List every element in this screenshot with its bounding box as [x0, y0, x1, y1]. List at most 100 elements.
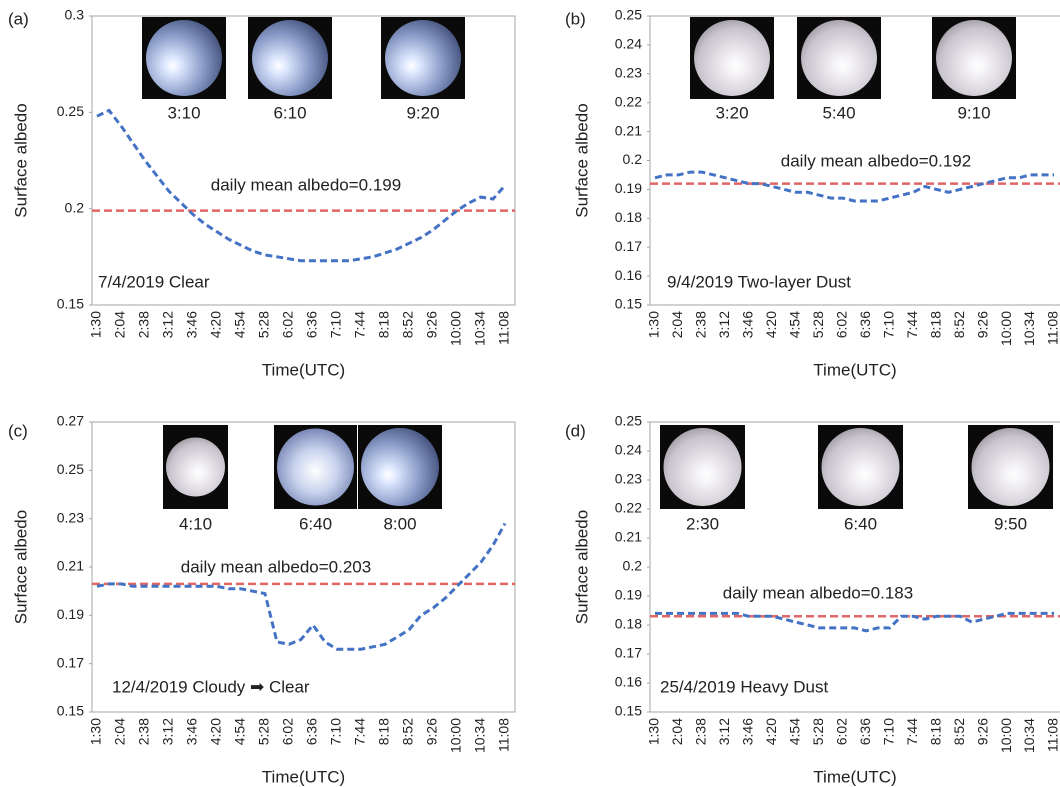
y-tick-label: 0.18 — [615, 209, 642, 225]
x-tick-label: 7:10 — [880, 718, 896, 745]
x-tick-label: 8:52 — [951, 718, 967, 745]
x-tick-label: 7:44 — [904, 718, 920, 745]
y-tick-label: 0.15 — [615, 296, 642, 312]
mean-annotation: daily mean albedo=0.192 — [781, 151, 971, 170]
x-tick-label: 3:46 — [740, 718, 756, 745]
sky-image — [694, 20, 770, 96]
case-caption: 12/4/2019 Cloudy ➡ Clear — [112, 677, 310, 696]
x-tick-label: 6:36 — [304, 311, 320, 338]
plot-frame — [91, 15, 516, 306]
x-tick-label: 2:04 — [112, 718, 128, 745]
albedo-line — [96, 108, 507, 263]
mean-annotation: daily mean albedo=0.199 — [211, 175, 401, 194]
y-tick-label: 0.21 — [57, 558, 84, 574]
x-tick-label: 6:36 — [857, 311, 873, 338]
x-axis-label: Time(UTC) — [813, 767, 896, 786]
x-tick-label: 11:08 — [496, 718, 512, 752]
x-tick-label: 3:46 — [184, 718, 200, 745]
sky-image — [385, 20, 461, 96]
y-tick-label: 0.21 — [615, 529, 642, 545]
y-tick-label: 0.16 — [615, 267, 642, 283]
sky-image — [821, 428, 900, 506]
mean-annotation: daily mean albedo=0.183 — [723, 583, 913, 602]
x-tick-label: 2:04 — [669, 311, 685, 338]
y-tick-label: 0.15 — [57, 703, 84, 719]
image-time-label: 6:10 — [273, 103, 306, 122]
x-tick-label: 9:26 — [424, 311, 440, 338]
x-tick-label: 4:20 — [763, 718, 779, 745]
x-tick-label: 5:28 — [810, 311, 826, 338]
x-tick-label: 3:12 — [160, 718, 176, 745]
y-tick-label: 0.16 — [615, 674, 642, 690]
x-tick-label: 4:54 — [232, 718, 248, 745]
y-axis-label: Surface albedo — [572, 103, 591, 217]
image-time-label: 3:20 — [715, 103, 748, 122]
x-tick-label: 7:10 — [880, 311, 896, 338]
x-tick-label: 4:54 — [787, 718, 803, 745]
y-tick-label: 0.19 — [615, 587, 642, 603]
image-time-label: 5:40 — [822, 103, 855, 122]
y-tick-label: 0.25 — [615, 413, 642, 429]
y-tick-label: 0.24 — [615, 36, 642, 52]
albedo-line — [96, 522, 507, 651]
y-tick-label: 0.27 — [57, 413, 84, 429]
x-tick-label: 10:34 — [472, 311, 488, 346]
x-tick-label: 1:30 — [88, 718, 104, 745]
image-time-label: 9:50 — [994, 514, 1027, 533]
x-tick-label: 4:54 — [232, 311, 248, 338]
y-tick-label: 0.23 — [615, 471, 642, 487]
y-tick-label: 0.17 — [615, 645, 642, 661]
y-tick-label: 0.18 — [615, 616, 642, 632]
panel-label: (c) — [8, 421, 28, 440]
image-time-label: 8:00 — [383, 514, 416, 533]
image-time-label: 9:10 — [957, 103, 990, 122]
x-tick-label: 4:20 — [208, 311, 224, 338]
x-tick-label: 2:04 — [112, 311, 128, 338]
x-tick-label: 3:12 — [716, 311, 732, 338]
x-tick-label: 7:10 — [328, 311, 344, 338]
image-time-label: 4:10 — [179, 514, 212, 533]
x-tick-label: 3:46 — [740, 311, 756, 338]
panel-label: (b) — [565, 9, 586, 28]
x-tick-label: 7:44 — [352, 718, 368, 745]
case-caption: 7/4/2019 Clear — [98, 272, 210, 291]
x-tick-label: 6:02 — [280, 718, 296, 745]
x-tick-label: 7:44 — [352, 311, 368, 338]
x-tick-label: 6:36 — [857, 718, 873, 745]
x-tick-label: 7:44 — [904, 311, 920, 338]
x-tick-label: 2:38 — [136, 311, 152, 338]
y-axis-label: Surface albedo — [11, 103, 30, 217]
y-tick-label: 0.17 — [615, 238, 642, 254]
x-tick-label: 7:10 — [328, 718, 344, 745]
x-tick-label: 1:30 — [646, 311, 662, 338]
x-tick-label: 1:30 — [646, 718, 662, 745]
x-tick-label: 2:04 — [669, 718, 685, 745]
albedo-line — [655, 611, 1054, 633]
y-tick-label: 0.22 — [615, 500, 642, 516]
x-tick-label: 5:28 — [810, 718, 826, 745]
case-caption: 9/4/2019 Two-layer Dust — [667, 272, 851, 291]
y-tick-label: 0.21 — [615, 122, 642, 138]
x-tick-label: 9:26 — [974, 311, 990, 338]
y-tick-label: 0.23 — [615, 65, 642, 81]
case-caption: 25/4/2019 Heavy Dust — [660, 677, 828, 696]
x-tick-label: 6:02 — [280, 311, 296, 338]
x-tick-label: 2:38 — [693, 718, 709, 745]
x-tick-label: 8:52 — [400, 311, 416, 338]
sky-image — [252, 20, 328, 96]
x-tick-label: 8:18 — [376, 718, 392, 745]
sky-image — [277, 428, 354, 506]
x-tick-label: 6:36 — [304, 718, 320, 745]
x-tick-label: 2:38 — [136, 718, 152, 745]
y-tick-label: 0.25 — [615, 7, 642, 23]
sky-image — [663, 428, 742, 506]
image-time-label: 6:40 — [844, 514, 877, 533]
panel-label: (d) — [565, 421, 586, 440]
panel-label: (a) — [8, 9, 29, 28]
y-axis-label: Surface albedo — [572, 510, 591, 624]
sky-image — [971, 428, 1050, 506]
y-tick-label: 0.25 — [57, 461, 84, 477]
y-tick-label: 0.25 — [57, 103, 84, 119]
y-tick-label: 0.17 — [57, 654, 84, 670]
